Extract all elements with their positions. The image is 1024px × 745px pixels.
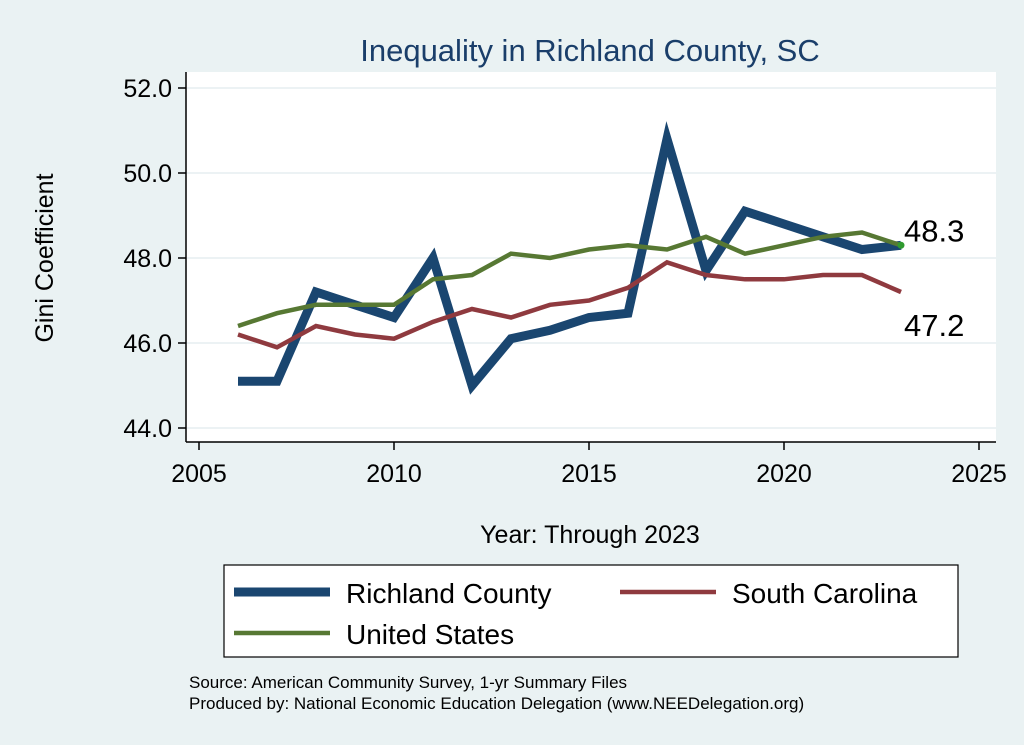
legend-label-united-states: United States	[346, 619, 514, 650]
y-axis: 44.0 46.0 48.0 50.0 52.0	[123, 72, 187, 443]
grid	[186, 87, 996, 429]
y-tick-label: 46.0	[123, 330, 172, 358]
end-label-united-states: 48.3	[904, 213, 964, 248]
x-axis: 2005 2010 2015 2020 2025	[171, 441, 1007, 488]
legend: Richland County South Carolina United Stat…	[223, 564, 959, 658]
legend-label-richland-county: Richland County	[346, 578, 551, 609]
series-lines	[237, 121, 905, 395]
source-line: Source: American Community Survey, 1-yr …	[189, 673, 627, 692]
y-tick-label: 50.0	[123, 160, 172, 188]
y-tick-label: 44.0	[123, 415, 172, 443]
y-tick-label: 52.0	[123, 75, 172, 103]
y-tick-label: 48.0	[123, 245, 172, 273]
x-tick-label: 2025	[951, 460, 1007, 488]
x-axis-title: Year: Through 2023	[480, 521, 700, 549]
legend-label-south-carolina: South Carolina	[732, 578, 918, 609]
end-labels: 48.3 47.2	[904, 213, 964, 343]
series-line-united-states	[237, 230, 902, 329]
legend-box	[223, 564, 959, 658]
chart-title: Inequality in Richland County, SC	[360, 33, 820, 68]
plot-area	[186, 72, 996, 442]
produced-by-line: Produced by: National Economic Education…	[189, 694, 804, 713]
series-line-south-carolina	[237, 259, 902, 350]
end-point-marker	[897, 241, 905, 249]
y-axis-title: Gini Coefficient	[31, 173, 59, 342]
x-tick-label: 2010	[366, 460, 422, 488]
x-tick-label: 2015	[561, 460, 617, 488]
end-label-south-carolina: 47.2	[904, 308, 964, 343]
x-tick-label: 2020	[756, 460, 812, 488]
x-tick-label: 2005	[171, 460, 227, 488]
